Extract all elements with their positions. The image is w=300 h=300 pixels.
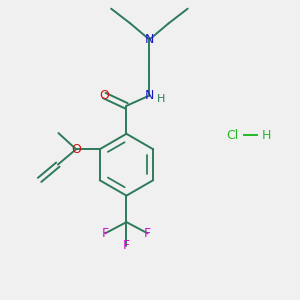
Text: H: H bbox=[262, 129, 271, 142]
Text: N: N bbox=[145, 89, 154, 102]
Text: F: F bbox=[102, 227, 109, 240]
Text: H: H bbox=[156, 94, 165, 104]
Text: O: O bbox=[99, 89, 109, 102]
Text: F: F bbox=[144, 227, 151, 240]
Text: F: F bbox=[123, 239, 130, 252]
Text: N: N bbox=[145, 33, 154, 46]
Text: O: O bbox=[71, 143, 81, 156]
Text: Cl: Cl bbox=[226, 129, 238, 142]
